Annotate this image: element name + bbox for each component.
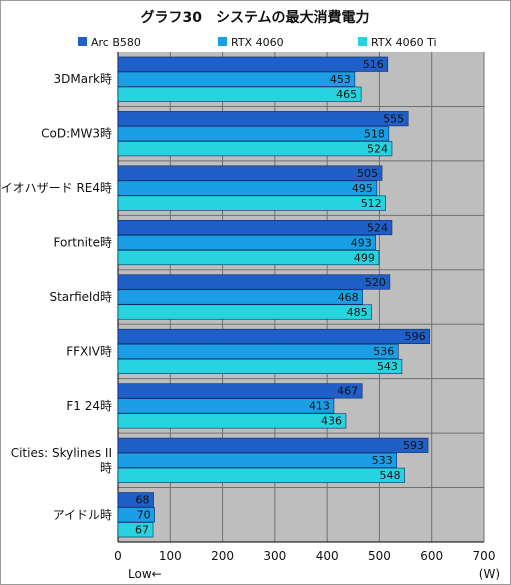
value-label: 524 — [367, 221, 388, 234]
bar — [117, 398, 335, 414]
bar — [117, 492, 154, 508]
category-label: バイオハザード RE4時 — [0, 181, 112, 195]
chart-title: グラフ30 システムの最大消費電力 — [140, 9, 369, 26]
bar — [117, 141, 393, 157]
value-label: 413 — [309, 400, 330, 413]
value-label: 495 — [352, 182, 373, 195]
category-label: FFXIV時 — [66, 344, 112, 358]
bar — [117, 522, 154, 538]
value-label: 548 — [380, 469, 401, 482]
legend-label: RTX 4060 — [231, 36, 284, 49]
bar — [117, 304, 372, 320]
bar — [117, 180, 378, 196]
x-tick-label: 600 — [420, 549, 443, 563]
category-label: Fortnite時 — [54, 236, 112, 250]
value-label: 596 — [405, 330, 426, 343]
legend-swatch — [78, 37, 87, 46]
x-tick-label: 0 — [114, 549, 122, 563]
bar — [117, 437, 429, 453]
bar — [117, 195, 387, 211]
value-label: 593 — [403, 439, 424, 452]
x-axis-low-note: Low← — [128, 567, 162, 581]
bar — [117, 383, 363, 399]
bar — [117, 413, 347, 429]
value-label: 70 — [137, 509, 151, 522]
category-label: CoD:MW3時 — [41, 127, 112, 141]
value-label: 516 — [363, 58, 384, 71]
plot-area: 516 453 465 555 518 524 505 495 512 524 493 499 520 4… — [117, 52, 485, 543]
bar — [117, 289, 363, 305]
bar — [117, 343, 399, 359]
bar — [117, 328, 430, 344]
x-tick-label: 200 — [211, 549, 234, 563]
category-label: Starfield時 — [49, 290, 112, 304]
value-label: 467 — [337, 385, 358, 398]
bar — [117, 56, 389, 72]
x-tick-label: 300 — [263, 549, 286, 563]
value-label: 468 — [338, 291, 359, 304]
bar — [117, 358, 403, 374]
value-label: 520 — [365, 276, 386, 289]
value-label: 555 — [383, 112, 404, 125]
category-label: 3DMark時 — [54, 72, 112, 86]
value-label: 436 — [321, 415, 342, 428]
bar — [117, 452, 397, 468]
x-axis-unit: (W) — [479, 567, 500, 581]
value-label: 524 — [367, 142, 388, 155]
value-label: 505 — [357, 167, 378, 180]
value-label: 512 — [361, 197, 382, 210]
x-tick-label: 500 — [368, 549, 391, 563]
bar — [117, 165, 383, 181]
x-tick-label: 700 — [473, 549, 496, 563]
value-label: 543 — [377, 360, 398, 373]
legend-swatch — [358, 37, 367, 46]
category-label: 時 — [100, 461, 112, 475]
value-label: 493 — [351, 236, 372, 249]
value-label: 465 — [336, 88, 357, 101]
value-label: 518 — [364, 127, 385, 140]
x-tick-label: 100 — [159, 549, 182, 563]
legend: Arc B580 RTX 4060 RTX 4060 Ti — [78, 36, 437, 49]
x-axis-ticks: 0 100 200 300 400 500 600 700 — [114, 549, 495, 563]
category-label: Cities: Skylines II — [11, 446, 112, 460]
bar — [117, 71, 356, 87]
bar — [117, 126, 390, 142]
x-tick-label: 400 — [316, 549, 339, 563]
bar — [117, 274, 391, 290]
value-label: 67 — [135, 524, 149, 537]
value-label: 536 — [373, 345, 394, 358]
category-label: F1 24時 — [66, 399, 112, 413]
value-label: 533 — [372, 454, 393, 467]
bar — [117, 111, 409, 127]
value-label: 68 — [136, 494, 150, 507]
legend-label: Arc B580 — [91, 36, 141, 49]
value-label: 499 — [354, 251, 375, 264]
value-label: 485 — [347, 306, 368, 319]
bar — [117, 507, 155, 523]
value-label: 453 — [330, 73, 351, 86]
category-label: アイドル時 — [53, 508, 112, 522]
legend-label: RTX 4060 Ti — [371, 36, 437, 49]
bar — [117, 235, 377, 251]
bar — [117, 220, 393, 236]
legend-swatch — [218, 37, 227, 46]
bar — [117, 86, 362, 102]
bar — [117, 467, 405, 483]
bar — [117, 250, 380, 266]
